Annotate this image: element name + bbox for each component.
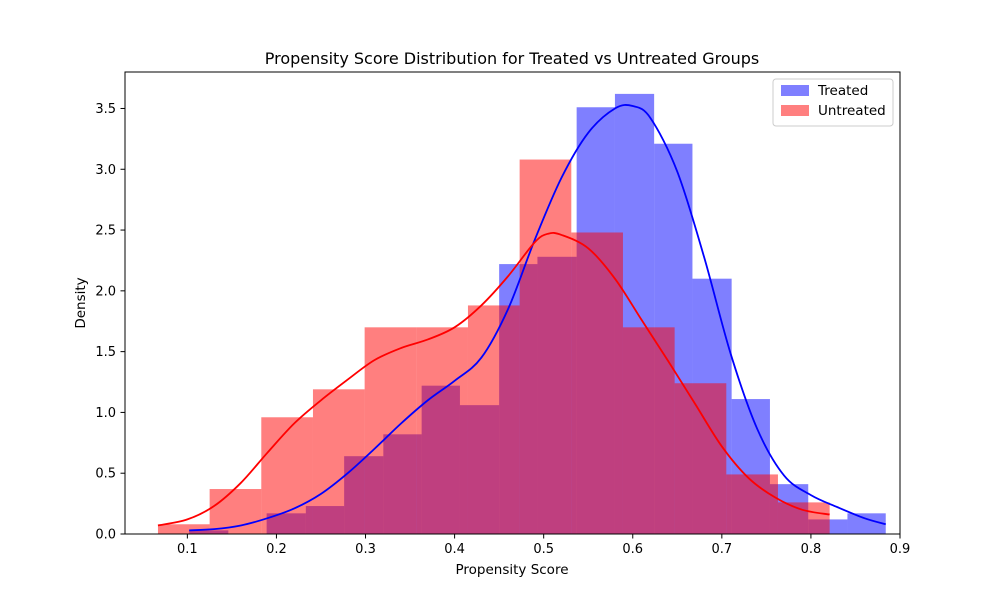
bar-untreated-11: [726, 474, 778, 534]
y-tick-label-1: 0.5: [95, 467, 116, 482]
legend-swatch-untreated: [781, 105, 809, 116]
kde-line-treated: [189, 104, 886, 532]
x-tick-label-5: 0.6: [622, 542, 643, 557]
x-tick-label-8: 0.9: [890, 542, 911, 557]
x-tick-label-3: 0.4: [444, 542, 465, 557]
x-axis: 0.1 0.2 0.3 0.4 0.5 0.6 0.7 0.8 0.9: [177, 534, 910, 557]
y-tick-label-6: 3.0: [95, 163, 116, 178]
axes-frame: [124, 71, 901, 535]
bar-treated-17: [847, 513, 886, 534]
histogram-untreated: [157, 159, 830, 535]
bar-untreated-2: [261, 417, 313, 534]
legend-swatch-treated: [781, 85, 809, 96]
x-tick-label-0: 0.1: [177, 542, 198, 557]
x-tick-label-7: 0.8: [801, 542, 822, 557]
bar-untreated-10: [674, 383, 727, 534]
bar-untreated-4: [364, 327, 417, 534]
y-tick-label-2: 1.0: [95, 406, 116, 421]
y-tick-label-5: 2.5: [95, 224, 116, 239]
y-tick-label-7: 3.5: [95, 102, 116, 117]
legend: Treated Untreated: [772, 78, 894, 127]
bar-untreated-9: [622, 327, 675, 534]
bar-untreated-3: [312, 389, 365, 534]
y-axis-label: Density: [73, 277, 89, 328]
legend-label-untreated: Untreated: [818, 103, 886, 119]
bar-untreated-7: [519, 159, 572, 535]
bar-untreated-8: [571, 232, 623, 535]
bar-untreated-5: [416, 327, 468, 534]
plot-area: [157, 93, 886, 535]
chart-title: Propensity Score Distribution for Treate…: [265, 49, 760, 68]
bar-untreated-6: [467, 305, 520, 534]
y-tick-label-4: 2.0: [95, 284, 116, 299]
legend-label-treated: Treated: [817, 83, 868, 99]
x-tick-label-4: 0.5: [533, 542, 554, 557]
x-tick-label-2: 0.3: [355, 542, 376, 557]
bar-untreated-12: [777, 502, 830, 534]
x-axis-label: Propensity Score: [455, 562, 568, 578]
kde-line-untreated: [157, 232, 830, 527]
y-tick-label-3: 1.5: [95, 345, 116, 360]
x-tick-label-1: 0.2: [266, 542, 287, 557]
bar-untreated-0: [157, 524, 210, 534]
y-axis: 0.0 0.5 1.0 1.5 2.0 2.5 3.0 3.5: [95, 102, 125, 543]
y-tick-label-0: 0.0: [95, 528, 116, 543]
x-tick-label-6: 0.7: [711, 542, 732, 557]
